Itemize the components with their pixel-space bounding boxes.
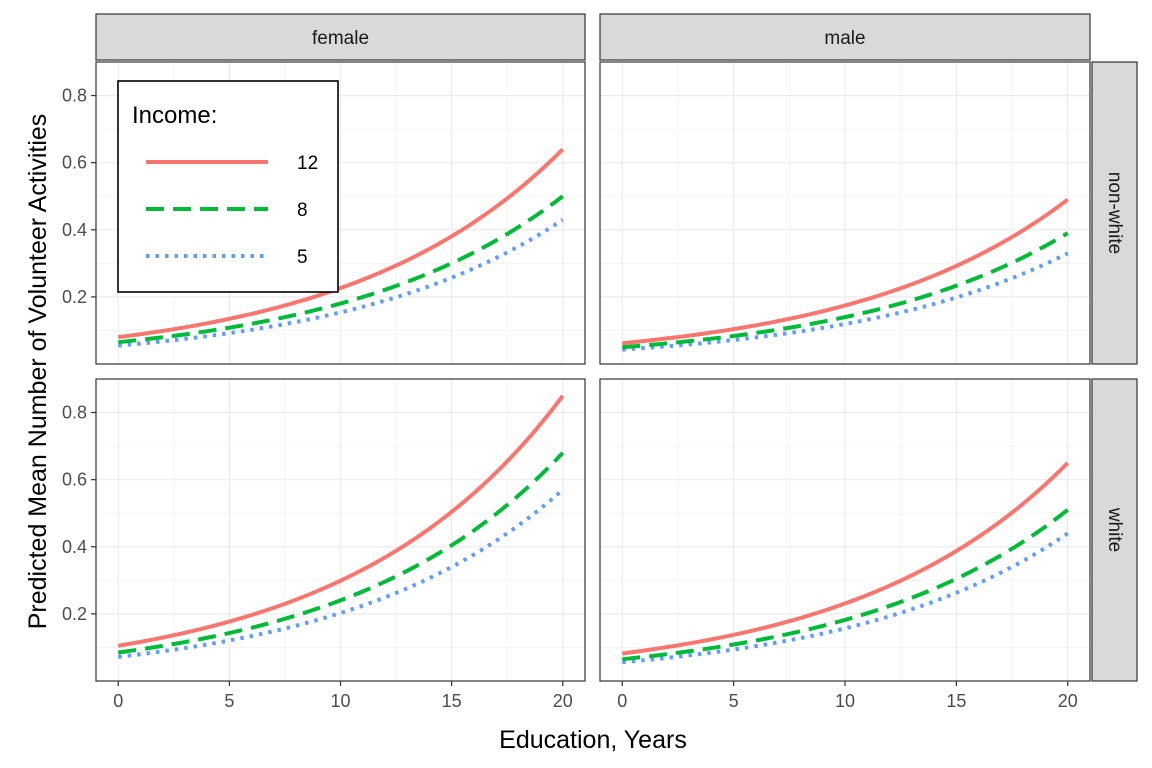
series-line-income-8 <box>622 508 1069 662</box>
panel-border <box>599 61 1091 365</box>
series-line-income-12 <box>117 394 565 648</box>
facet-strip-label: white <box>1104 507 1125 552</box>
x-tick-label: 15 <box>946 691 966 711</box>
legend-label: 5 <box>297 247 308 268</box>
panel-border <box>95 61 586 365</box>
facet-strip-col <box>95 13 586 61</box>
y-tick-label: 0.2 <box>62 287 87 307</box>
series-line-income-5 <box>622 531 1069 665</box>
panel-male-non-white <box>599 61 1091 365</box>
legend-title: Income: <box>132 102 217 129</box>
x-tick-label: 20 <box>1058 691 1078 711</box>
x-tick-label: 20 <box>553 691 573 711</box>
x-tick-label: 5 <box>729 691 739 711</box>
series-line-income-12 <box>622 197 1069 346</box>
y-tick-label: 0.4 <box>62 537 87 557</box>
x-tick-label: 0 <box>113 691 123 711</box>
x-tick-label: 15 <box>442 691 462 711</box>
chart-panels <box>95 61 1091 682</box>
facet-strip-row <box>1091 61 1138 365</box>
legend: Income: 12 8 5 <box>117 80 339 293</box>
x-tick-label: 0 <box>617 691 627 711</box>
facet-strip-label: male <box>824 28 865 49</box>
facet-strip-label: non-white <box>1104 172 1125 254</box>
facet-strip-col <box>599 13 1091 61</box>
legend-label: 8 <box>297 200 308 221</box>
series-line-income-12 <box>622 461 1070 656</box>
axis-ticks: 0.2 0.4 0.6 0.8 0 5 10 15 20 0.2 0.4 0.6 0.8 0 5 10 15 20 <box>62 86 1078 711</box>
legend-box <box>117 80 339 293</box>
y-tick-label: 0.2 <box>62 604 87 624</box>
series-line-income-5 <box>118 488 565 659</box>
facet-strip-label: female <box>312 28 369 49</box>
y-axis-title: Predicted Mean Number of Volunteer Activ… <box>24 114 52 630</box>
panel-female-white <box>95 378 586 682</box>
panel-male-white <box>599 378 1091 682</box>
y-tick-label: 0.6 <box>62 153 87 173</box>
x-tick-label: 10 <box>330 691 350 711</box>
y-tick-label: 0.4 <box>62 220 87 240</box>
series-line-income-8 <box>117 451 565 655</box>
x-tick-label: 10 <box>835 691 855 711</box>
x-axis-title: Education, Years <box>499 726 687 754</box>
legend-label: 12 <box>297 153 318 174</box>
y-tick-label: 0.8 <box>62 86 87 106</box>
y-tick-label: 0.6 <box>62 470 87 490</box>
series-line-income-8 <box>118 194 564 345</box>
y-tick-label: 0.8 <box>62 403 87 423</box>
facet-strips: female male non-white white <box>95 13 1138 682</box>
facet-strip-row <box>1091 378 1138 682</box>
series-line-income-12 <box>117 147 565 340</box>
series-line-income-5 <box>118 218 564 348</box>
series-line-income-8 <box>622 231 1069 350</box>
x-tick-label: 5 <box>224 691 234 711</box>
